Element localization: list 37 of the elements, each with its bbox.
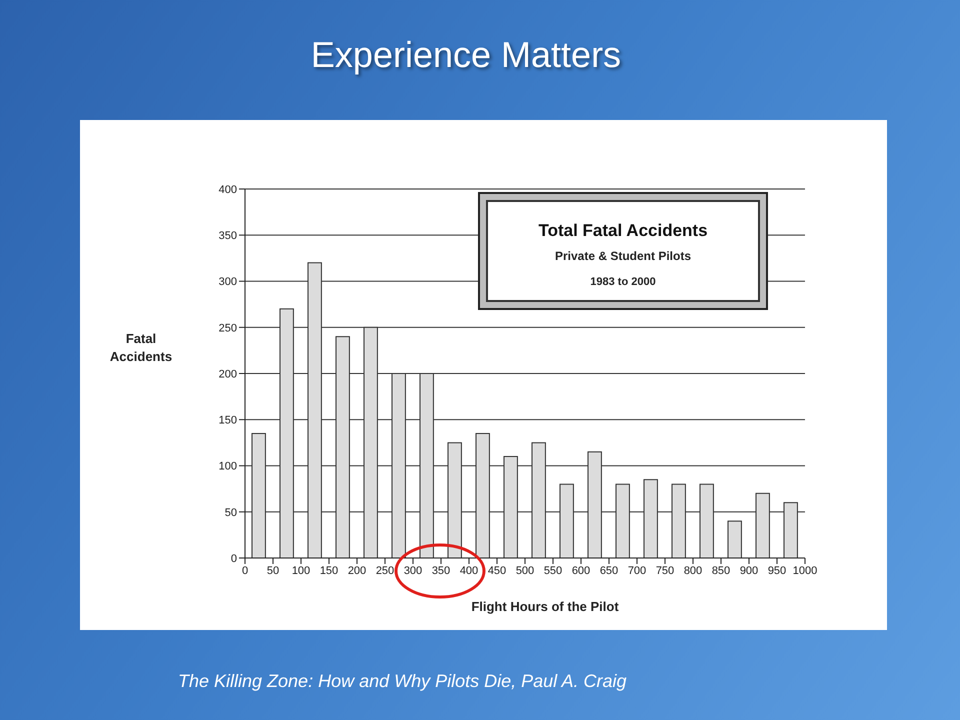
x-tick-label: 700 bbox=[628, 564, 646, 577]
x-tick-label: 800 bbox=[684, 564, 702, 577]
y-tick-label: 350 bbox=[218, 230, 237, 242]
x-tick-label: 500 bbox=[516, 564, 534, 577]
y-tick-label: 300 bbox=[218, 276, 237, 288]
y-axis-title: Fatal Accidents bbox=[108, 330, 174, 366]
x-tick-label: 1000 bbox=[792, 564, 818, 577]
x-tick-label: 950 bbox=[768, 564, 786, 577]
chart-title: Experience Matters bbox=[310, 34, 622, 76]
x-tick-label: 50 bbox=[266, 564, 280, 577]
text: Total Fatal Accidents bbox=[537, 221, 709, 241]
y-tick-label: 200 bbox=[218, 368, 237, 380]
x-tick-label: 550 bbox=[544, 564, 562, 577]
x-tick-label: 300 bbox=[404, 564, 422, 577]
x-tick-label: 100 bbox=[292, 564, 310, 577]
x-tick-label: 850 bbox=[712, 564, 730, 577]
y-tick-label: 100 bbox=[218, 460, 237, 473]
x-tick-label: 650 bbox=[600, 564, 618, 577]
x-tick-label: 600 bbox=[572, 564, 590, 577]
x-tick-label: 400 bbox=[460, 564, 478, 577]
x-tick-label: 750 bbox=[656, 564, 674, 577]
y-tick-label: 400 bbox=[218, 184, 237, 196]
x-tick-label: 350 bbox=[432, 564, 450, 577]
x-tick-label: 250 bbox=[376, 564, 394, 577]
y-tick-label: 250 bbox=[218, 322, 237, 334]
x-tick-label: 900 bbox=[740, 564, 758, 577]
text: The Killing Zone: How and Why Pilots Die, Paul A. Craig bbox=[178, 671, 627, 692]
y-tick-label: 150 bbox=[218, 414, 237, 427]
x-tick-label: 150 bbox=[320, 564, 338, 577]
annotation: 1983 to 2000 bbox=[589, 276, 657, 288]
x-tick-label: 200 bbox=[348, 564, 366, 577]
y-tick-label: 0 bbox=[230, 552, 237, 565]
y-tick-label: 50 bbox=[224, 506, 237, 519]
x-tick-label: 450 bbox=[488, 564, 506, 577]
x-tick-label: 0 bbox=[242, 564, 248, 577]
annotation: Private & Student Pilots bbox=[554, 249, 692, 263]
x-axis-title: Flight Hours of the Pilot bbox=[470, 599, 620, 614]
